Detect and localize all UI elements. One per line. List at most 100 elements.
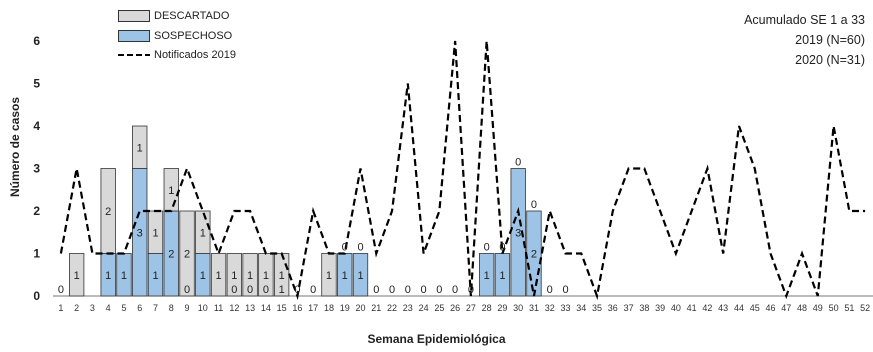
legend-line-icon xyxy=(118,54,150,56)
x-tick-label: 9 xyxy=(185,303,190,313)
bar-descartado xyxy=(69,253,85,297)
x-tick-label: 15 xyxy=(277,303,287,313)
legend-sospechoso: SOSPECHOSO xyxy=(118,30,232,42)
x-tick-label: 11 xyxy=(214,303,223,313)
x-tick-label: 39 xyxy=(655,303,665,313)
data-label-sospechoso: 3 xyxy=(515,227,521,239)
data-label-descartado: 2 xyxy=(184,249,190,261)
data-label-descartado: 0 xyxy=(499,242,505,254)
x-tick-label: 37 xyxy=(624,303,634,313)
y-tick-label: 5 xyxy=(33,77,40,91)
data-label-descartado: 0 xyxy=(373,284,379,296)
data-label-descartado: 0 xyxy=(484,242,490,254)
data-label-sospechoso: 1 xyxy=(357,270,363,282)
x-tick-label: 28 xyxy=(482,303,492,313)
x-tick-label: 46 xyxy=(765,303,775,313)
data-label-descartado: 1 xyxy=(279,270,285,282)
y-tick-label: 1 xyxy=(33,247,40,261)
data-label-descartado: 0 xyxy=(515,157,521,169)
x-axis-title: Semana Epidemiológica xyxy=(367,332,506,346)
legend-label-descartado: DESCARTADO xyxy=(154,10,230,22)
x-tick-label: 22 xyxy=(387,303,397,313)
x-tick-label: 41 xyxy=(687,303,697,313)
cumulative-note: Acumulado SE 1 a 33 2019 (N=60) 2020 (N=… xyxy=(744,10,865,70)
x-tick-label: 8 xyxy=(169,303,174,313)
x-tick-label: 4 xyxy=(106,303,111,313)
data-label-descartado: 0 xyxy=(452,284,458,296)
data-label-descartado: 0 xyxy=(405,284,411,296)
data-label-descartado: 0 xyxy=(58,284,64,296)
x-tick-label: 3 xyxy=(90,303,95,313)
data-label-descartado: 0 xyxy=(310,284,316,296)
x-tick-label: 24 xyxy=(419,303,429,313)
data-label-descartado: 0 xyxy=(562,284,568,296)
x-tick-label: 1 xyxy=(58,303,63,313)
x-tick-label: 19 xyxy=(340,303,350,313)
data-label-sospechoso: 1 xyxy=(105,270,111,282)
data-label-descartado: 1 xyxy=(247,270,253,282)
data-label-sospechoso: 1 xyxy=(152,270,158,282)
legend-notificados: Notificados 2019 xyxy=(118,49,236,61)
bar-descartado xyxy=(132,125,148,169)
x-tick-label: 48 xyxy=(797,303,807,313)
x-tick-label: 20 xyxy=(355,303,365,313)
data-label-sospechoso: 1 xyxy=(279,284,285,296)
x-tick-label: 30 xyxy=(513,303,523,313)
note-line-2: 2019 (N=60) xyxy=(795,33,865,47)
data-label-descartado: 1 xyxy=(152,227,158,239)
x-tick-label: 52 xyxy=(860,303,870,313)
data-label-descartado: 0 xyxy=(294,284,300,296)
data-label-descartado: 0 xyxy=(531,199,537,211)
data-label-descartado: 1 xyxy=(200,227,206,239)
data-label-descartado: 0 xyxy=(468,284,474,296)
x-tick-label: 2 xyxy=(74,303,79,313)
x-tick-label: 29 xyxy=(497,303,507,313)
x-tick-label: 51 xyxy=(844,303,854,313)
data-label-sospechoso: 2 xyxy=(168,249,174,261)
legend-swatch-sospechoso xyxy=(118,30,150,42)
x-tick-label: 43 xyxy=(718,303,728,313)
x-tick-label: 17 xyxy=(308,303,318,313)
bar-sospechoso xyxy=(478,253,495,297)
data-label-sospechoso: 0 xyxy=(247,284,253,296)
line-notificados-2019 xyxy=(59,40,866,301)
x-tick-label: 13 xyxy=(245,303,255,313)
x-tick-label: 5 xyxy=(121,303,126,313)
data-label-descartado: 0 xyxy=(389,284,395,296)
x-tick-label: 49 xyxy=(813,303,823,313)
data-label-sospechoso: 1 xyxy=(342,270,348,282)
x-tick-label: 18 xyxy=(324,303,334,313)
x-tick-label: 23 xyxy=(403,303,413,313)
bar-descartado xyxy=(226,253,242,297)
x-tick-label: 50 xyxy=(829,303,839,313)
data-label-descartado: 0 xyxy=(357,242,363,254)
bar-descartado xyxy=(195,210,211,254)
data-label-descartado: 0 xyxy=(342,242,348,254)
data-label-sospechoso: 1 xyxy=(484,270,490,282)
x-tick-label: 16 xyxy=(292,303,302,313)
data-label-descartado: 1 xyxy=(263,270,269,282)
x-tick-label: 6 xyxy=(137,303,142,313)
data-label-sospechoso: 3 xyxy=(137,227,143,239)
x-tick-label: 25 xyxy=(434,303,444,313)
legend-label-notificados: Notificados 2019 xyxy=(154,49,236,61)
data-label-descartado: 0 xyxy=(547,284,553,296)
note-line-1: Acumulado SE 1 a 33 xyxy=(744,13,865,27)
x-tick-label: 27 xyxy=(466,303,476,313)
x-tick-label: 40 xyxy=(671,303,681,313)
y-tick-label: 4 xyxy=(33,119,40,133)
bar-descartado xyxy=(210,253,227,297)
data-label-descartado: 2 xyxy=(105,206,111,218)
bars-layer xyxy=(69,125,542,297)
y-tick-label: 3 xyxy=(33,162,40,176)
y-tick-label: 0 xyxy=(33,289,40,303)
data-label-descartado: 1 xyxy=(74,270,80,282)
x-tick-label: 32 xyxy=(545,303,555,313)
data-label-descartado: 1 xyxy=(326,270,332,282)
data-label-sospechoso: 2 xyxy=(531,249,537,261)
x-tick-label: 35 xyxy=(592,303,602,313)
x-tick-label: 21 xyxy=(371,303,381,313)
x-tick-label: 12 xyxy=(229,303,239,313)
note-line-3: 2020 (N=31) xyxy=(795,53,865,67)
x-tick-label: 44 xyxy=(734,303,744,313)
